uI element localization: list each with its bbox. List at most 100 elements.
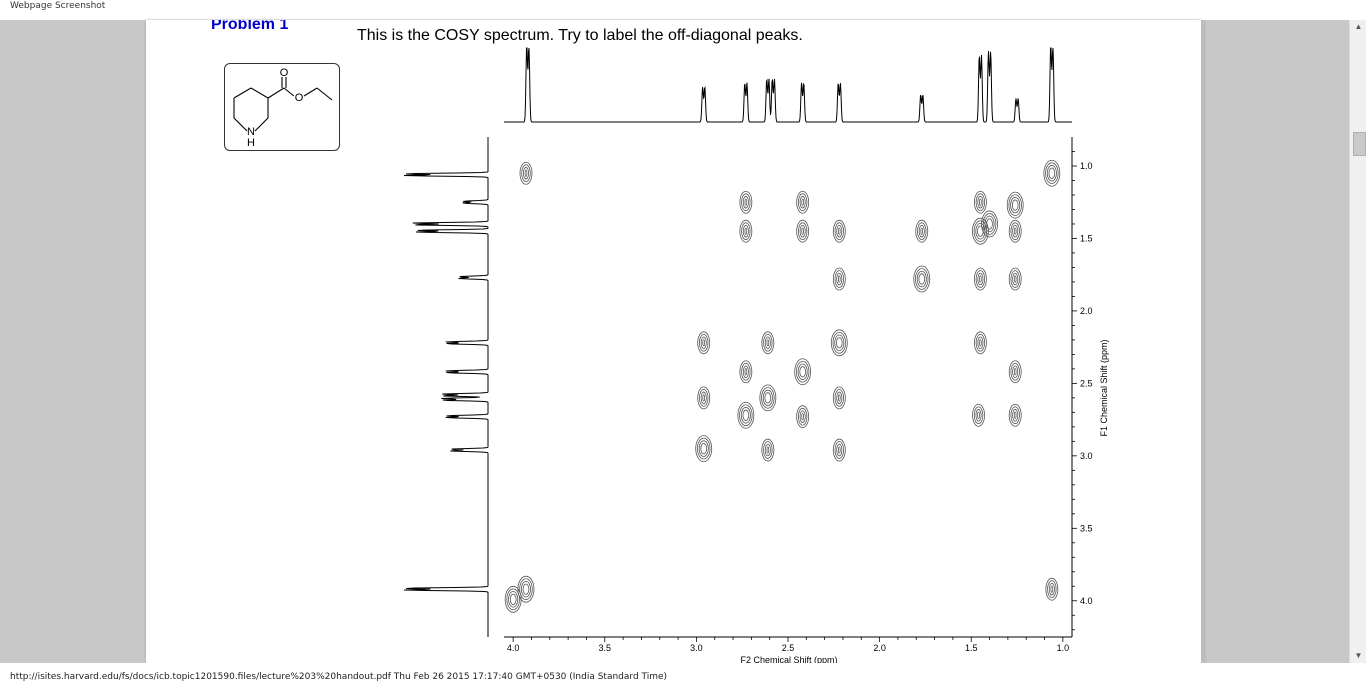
contour-ring — [1010, 222, 1020, 241]
y-tick-label: 1.0 — [1080, 161, 1093, 171]
contour-ring — [766, 339, 770, 347]
contour-ring — [975, 270, 986, 288]
cross-peak — [832, 386, 846, 410]
contour-ring — [973, 267, 987, 291]
contour-ring — [504, 585, 522, 613]
cross-peak — [695, 435, 713, 462]
contour-ring — [1012, 225, 1019, 238]
contour-ring — [1013, 227, 1017, 235]
contour-ring — [761, 438, 775, 462]
cross-peak — [1008, 403, 1022, 427]
contour-ring — [797, 222, 808, 241]
contour-ring — [741, 362, 751, 381]
cross-peak — [739, 219, 753, 243]
x-tick-label: 3.0 — [690, 643, 703, 653]
contour-ring — [979, 339, 982, 347]
contour-ring — [794, 358, 812, 386]
contour-ring — [836, 337, 843, 349]
contour-ring — [915, 219, 929, 243]
carbonyl-oxygen-label: O — [280, 67, 289, 79]
y-tick-label: 1.5 — [1080, 233, 1093, 243]
contour-ring — [834, 441, 845, 459]
cross-peak — [1008, 360, 1022, 384]
contour-ring — [799, 366, 806, 378]
cross-peak — [1008, 267, 1022, 291]
contour-ring — [764, 392, 772, 404]
y-tick-label: 2.0 — [1080, 306, 1093, 316]
contour-ring — [1013, 275, 1017, 283]
contour-ring — [1050, 585, 1054, 593]
contour-ring — [801, 227, 804, 235]
contour-ring — [700, 442, 708, 455]
status-bar: http://isites.harvard.edu/fs/docs/icb.to… — [0, 663, 1366, 683]
contour-ring — [739, 219, 753, 243]
cross-peak — [973, 331, 987, 355]
contour-ring — [700, 391, 707, 405]
cross-peak — [973, 267, 987, 291]
x-tick-label: 1.0 — [1057, 643, 1070, 653]
cosy-spectrum-chart: 4.0 3.5 3.0 2.5 2.0 1.5 1.0 1.0 1.5 2.0 2.5 3.0 3.5 4… — [403, 47, 1109, 663]
contour-ring — [913, 265, 931, 293]
contour-ring — [920, 227, 924, 235]
cross-peak — [1045, 577, 1059, 601]
contour-ring — [918, 225, 925, 238]
contour-ring — [1010, 270, 1020, 288]
contour-ring — [1048, 582, 1055, 596]
contour-ring — [917, 222, 927, 241]
contour-ring — [702, 339, 706, 347]
contour-ring — [702, 394, 706, 402]
contour-ring — [799, 410, 806, 423]
contour-ring — [739, 404, 753, 427]
contour-ring — [509, 593, 517, 605]
contour-ring — [977, 411, 980, 419]
contour-ring — [973, 220, 988, 243]
cross-peak — [739, 360, 753, 384]
contour-ring — [741, 222, 751, 241]
f1-projection-trace — [403, 137, 489, 637]
contour-ring — [1012, 272, 1019, 286]
scroll-down-icon[interactable]: ▼ — [1354, 651, 1363, 660]
contour-ring — [519, 161, 533, 185]
contour-ring — [766, 446, 770, 454]
contour-ring — [982, 213, 997, 235]
scrollbar-thumb[interactable] — [1353, 132, 1366, 156]
contour-ring — [832, 267, 846, 291]
cross-peak-group — [504, 159, 1061, 613]
cross-peak — [796, 219, 810, 243]
contour-ring — [1045, 577, 1059, 601]
contour-ring — [1011, 199, 1019, 211]
f1-projection-line — [403, 137, 489, 637]
contour-ring — [1012, 409, 1019, 422]
contour-ring — [517, 575, 535, 603]
scroll-up-icon[interactable]: ▲ — [1354, 22, 1363, 31]
pdf-viewer[interactable]: Problem 1 This is the COSY spectrum. Try… — [0, 20, 1366, 663]
contour-ring — [697, 331, 711, 355]
contour-ring — [763, 441, 773, 459]
contour-ring — [1006, 191, 1024, 219]
cross-peak — [832, 219, 846, 243]
cross-peak — [504, 585, 522, 613]
contour-ring — [796, 190, 810, 214]
contour-ring — [759, 384, 777, 412]
contour-ring — [1043, 159, 1061, 187]
contour-ring — [522, 167, 529, 180]
contour-ring — [836, 391, 843, 405]
contour-ring — [973, 190, 987, 214]
contour-ring — [697, 437, 711, 460]
cross-peak — [913, 265, 931, 293]
vertical-scrollbar[interactable]: ▲ ▼ — [1349, 20, 1366, 663]
contour-ring — [1013, 368, 1017, 376]
contour-ring — [1008, 267, 1022, 291]
x-tick-label: 2.5 — [782, 643, 795, 653]
contour-ring — [971, 217, 989, 245]
contour-ring — [972, 403, 985, 427]
contour-ring — [1010, 362, 1020, 381]
contour-ring — [1012, 365, 1019, 378]
contour-ring — [977, 225, 984, 237]
cross-peak — [1006, 191, 1024, 219]
contour-ring — [975, 333, 986, 352]
cross-peak — [761, 331, 775, 355]
contour-ring — [979, 198, 982, 206]
ester-oxygen-label: O — [295, 92, 304, 104]
cross-peak — [737, 401, 755, 429]
